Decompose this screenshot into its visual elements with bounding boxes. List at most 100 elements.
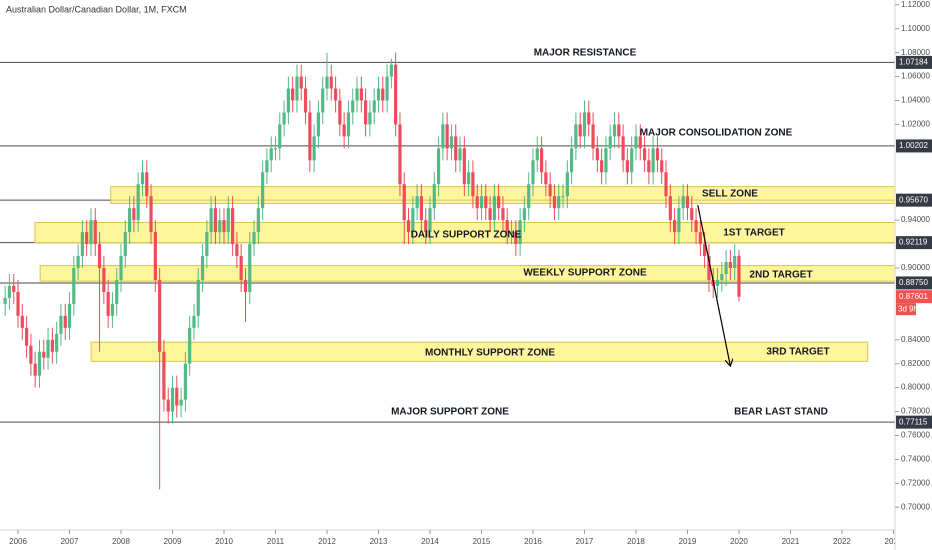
annotation: BEAR LAST STAND bbox=[734, 407, 828, 418]
candle-body bbox=[492, 196, 496, 221]
candle-body bbox=[329, 76, 333, 89]
candle-body bbox=[200, 256, 205, 280]
candle-body bbox=[462, 148, 466, 185]
candle-body bbox=[213, 208, 218, 233]
candle-body bbox=[707, 256, 711, 280]
candle-body bbox=[158, 279, 162, 352]
x-tick-label: 2021 bbox=[782, 537, 800, 546]
level-box bbox=[896, 236, 932, 250]
x-tick-label: 2023 bbox=[885, 537, 903, 546]
candle-body bbox=[183, 363, 187, 400]
candle-body bbox=[647, 160, 651, 173]
candle-body bbox=[132, 208, 136, 221]
candle-body bbox=[737, 256, 741, 297]
candle-body bbox=[690, 208, 694, 221]
x-tick-label: 2013 bbox=[370, 537, 388, 546]
x-tick-label: 2014 bbox=[421, 537, 439, 546]
candle-body bbox=[681, 196, 685, 209]
x-tick-label: 2007 bbox=[61, 537, 79, 546]
candle-body bbox=[218, 220, 222, 233]
candle-body bbox=[205, 232, 209, 257]
candle-body bbox=[93, 220, 97, 245]
annotation: 1ST TARGET bbox=[723, 228, 784, 239]
annotation: DAILY SUPPORT ZONE bbox=[411, 230, 522, 241]
candle-body bbox=[527, 184, 531, 209]
candle-body bbox=[595, 148, 599, 161]
candle-body bbox=[497, 196, 501, 209]
candle-body bbox=[209, 208, 213, 233]
y-tick-label: 0.78000 bbox=[901, 407, 930, 416]
candle-body bbox=[153, 232, 157, 280]
x-tick-label: 2017 bbox=[576, 537, 594, 546]
y-tick-label: 0.84000 bbox=[901, 335, 930, 344]
candle-body bbox=[269, 148, 273, 161]
candle-body bbox=[672, 220, 677, 233]
candle-body bbox=[46, 339, 50, 358]
candle-body bbox=[406, 220, 411, 233]
x-tick-label: 2009 bbox=[164, 537, 182, 546]
candle-body bbox=[479, 196, 484, 209]
y-tick-label: 0.94000 bbox=[901, 215, 930, 224]
candle-body bbox=[286, 88, 290, 113]
y-tick-label: 0.74000 bbox=[901, 455, 930, 464]
x-tick-label: 2006 bbox=[9, 537, 27, 546]
candle-body bbox=[67, 303, 72, 328]
candle-body bbox=[179, 399, 183, 406]
candle-body bbox=[441, 124, 445, 149]
annotation: 3RD TARGET bbox=[766, 347, 829, 358]
level-box bbox=[896, 139, 932, 153]
candle-body bbox=[664, 172, 668, 197]
candle-body bbox=[222, 220, 226, 233]
candle-body bbox=[188, 327, 192, 364]
candle-body bbox=[25, 327, 29, 346]
level-box bbox=[896, 55, 932, 69]
candle-body bbox=[102, 267, 106, 292]
candle-body bbox=[458, 148, 462, 161]
candle-body bbox=[226, 208, 230, 233]
candle-body bbox=[63, 315, 67, 328]
candle-body bbox=[703, 244, 707, 257]
x-tick-label: 2018 bbox=[627, 537, 645, 546]
candle-body bbox=[733, 256, 737, 268]
x-tick-label: 2012 bbox=[318, 537, 336, 546]
candle-body bbox=[668, 196, 672, 221]
candle-body bbox=[415, 196, 419, 209]
candle-body bbox=[424, 220, 428, 233]
x-tick-label: 2022 bbox=[833, 537, 851, 546]
candle-body bbox=[282, 112, 286, 125]
chart-title: Australian Dollar/Canadian Dollar, 1M, F… bbox=[6, 4, 187, 14]
candle-body bbox=[3, 297, 7, 304]
candle-body bbox=[612, 124, 617, 137]
candle-body bbox=[312, 136, 316, 161]
candle-body bbox=[372, 100, 376, 113]
candle-body bbox=[617, 124, 621, 137]
candle-body bbox=[660, 160, 664, 173]
candle-body bbox=[381, 88, 385, 101]
candle-body bbox=[7, 285, 12, 298]
candle-body bbox=[231, 208, 235, 245]
candle-body bbox=[582, 112, 587, 137]
candle-body bbox=[261, 172, 265, 209]
candle-body bbox=[196, 279, 200, 316]
candle-body bbox=[385, 76, 389, 101]
annotation: MAJOR CONSOLIDATION ZONE bbox=[640, 128, 793, 139]
countdown-box bbox=[896, 303, 916, 316]
candle-body bbox=[488, 208, 492, 221]
candle-body bbox=[402, 184, 406, 221]
candle-body bbox=[85, 232, 89, 245]
y-tick-label: 1.06000 bbox=[901, 72, 930, 81]
y-tick-label: 0.82000 bbox=[901, 359, 930, 368]
candle-body bbox=[475, 196, 479, 209]
level-label: 1.00202 bbox=[899, 141, 928, 150]
candle-body bbox=[80, 232, 84, 257]
candle-body bbox=[655, 148, 660, 161]
candle-body bbox=[89, 220, 93, 245]
candle-body bbox=[604, 148, 608, 173]
candle-body bbox=[436, 148, 441, 185]
candle-body bbox=[243, 279, 248, 292]
candle-body bbox=[651, 148, 655, 173]
candle-body bbox=[509, 232, 514, 234]
level-label: 0.95670 bbox=[899, 195, 928, 204]
candle-body bbox=[518, 220, 522, 245]
